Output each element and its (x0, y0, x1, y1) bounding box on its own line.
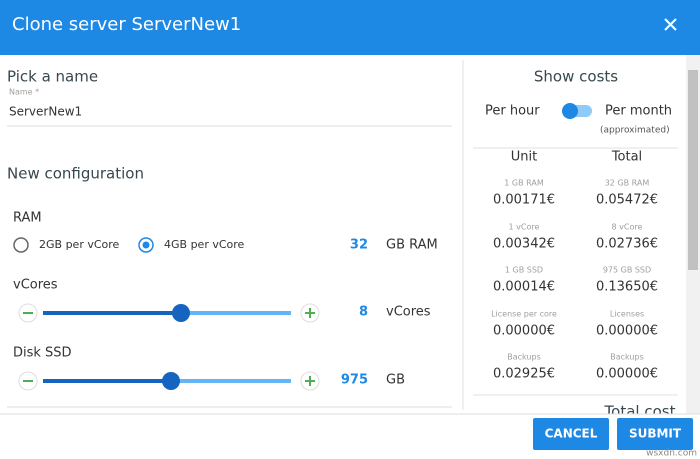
cost-label: Backups (610, 353, 644, 362)
scrollbar-thumb[interactable] (688, 70, 698, 270)
slider-knob[interactable] (172, 304, 190, 322)
cost-value: 0.00000€ (493, 324, 555, 339)
name-input[interactable]: ServerNew1 (9, 105, 82, 119)
field-label: Name * (9, 88, 39, 97)
field-label: vCores (13, 278, 58, 293)
button-label: CANCEL (545, 427, 598, 441)
slider-knob[interactable] (162, 372, 180, 390)
cost-label: 1 vCore (509, 223, 540, 232)
radio-label: 4GB per vCore (164, 238, 245, 251)
plus-icon (305, 376, 315, 386)
cost-value: 0.05472€ (596, 193, 658, 208)
cost-value: 0.00342€ (493, 237, 555, 252)
cost-value: 0.13650€ (596, 280, 658, 295)
column-header: Unit (511, 150, 537, 165)
toggle-note: (approximated) (600, 126, 670, 136)
plus-icon (305, 308, 315, 318)
cost-label: Backups (507, 353, 541, 362)
section-heading: New configuration (7, 165, 144, 183)
header-title: Clone server ServerNew1 (12, 14, 241, 35)
toggle-label: Per month (605, 104, 672, 119)
toggle-knob (562, 103, 578, 119)
field-label: RAM (13, 211, 42, 226)
watermark: wsxdn.com (646, 449, 697, 459)
close-icon (664, 18, 677, 31)
section-heading: Pick a name (7, 68, 98, 86)
value: 975 (341, 373, 368, 388)
unit: GB RAM (386, 238, 438, 253)
unit: GB (386, 373, 405, 388)
slider[interactable] (18, 303, 320, 323)
button-label: SUBMIT (629, 427, 682, 441)
value: 32 (350, 238, 368, 253)
toggle[interactable] (562, 103, 592, 119)
radio-dot (142, 241, 150, 249)
cancel-button[interactable] (533, 418, 609, 450)
unit: vCores (386, 305, 431, 320)
field-label: Disk SSD (13, 346, 72, 361)
column-header: Total (611, 150, 642, 165)
radio[interactable] (13, 237, 29, 253)
radio-label: 2GB per vCore (39, 238, 120, 251)
cost-value: 0.02925€ (493, 367, 555, 382)
cost-label: 975 GB SSD (603, 266, 651, 275)
value: 8 (359, 305, 368, 320)
cost-label: 1 GB RAM (504, 179, 544, 188)
cost-label: 1 GB SSD (505, 266, 543, 275)
cost-value: 0.00000€ (596, 367, 658, 382)
radio-checked[interactable] (138, 237, 154, 253)
cost-label: 32 GB RAM (605, 179, 650, 188)
toggle-label: Per hour (485, 104, 540, 119)
header (0, 0, 700, 55)
cost-value: 0.02736€ (596, 237, 658, 252)
cost-rows: 1 GB RAM 0.00171€ 32 GB RAM 0.05472€ 1 vCore… (491, 179, 658, 382)
slider[interactable] (18, 371, 320, 391)
cost-value: 0.00171€ (493, 193, 555, 208)
submit-button[interactable] (617, 418, 693, 450)
cost-label: License per core (491, 310, 557, 319)
close-button[interactable] (664, 18, 677, 31)
cost-label: 8 vCore (612, 223, 643, 232)
section-heading: Show costs (534, 68, 618, 86)
cost-value: 0.00000€ (596, 324, 658, 339)
cost-label: Licenses (610, 310, 644, 319)
cost-value: 0.00014€ (493, 280, 555, 295)
